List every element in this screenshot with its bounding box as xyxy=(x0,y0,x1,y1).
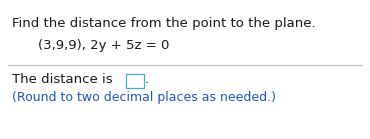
Text: (Round to two decimal places as needed.): (Round to two decimal places as needed.) xyxy=(12,91,276,104)
Bar xyxy=(126,74,144,88)
Text: .: . xyxy=(145,73,149,86)
Text: Find the distance from the point to the plane.: Find the distance from the point to the … xyxy=(12,17,316,30)
Text: (3,9,9), 2y + 5z = 0: (3,9,9), 2y + 5z = 0 xyxy=(38,39,169,52)
Text: The distance is: The distance is xyxy=(12,73,117,86)
